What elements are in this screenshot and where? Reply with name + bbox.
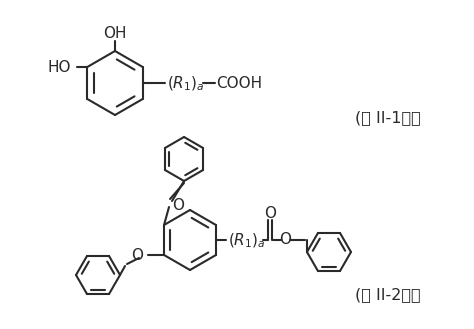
Text: (式 II-1），: (式 II-1）， [355,111,421,125]
Text: O: O [264,206,276,220]
Text: (式 II-2），: (式 II-2）， [355,288,420,302]
Text: $(R_1)_a$: $(R_1)_a$ [167,75,204,93]
Text: OH: OH [103,26,127,40]
Text: O: O [131,247,143,263]
Text: COOH: COOH [216,77,262,91]
Text: $(R_1)_a$: $(R_1)_a$ [228,232,266,250]
Text: O: O [279,233,291,247]
Text: O: O [172,198,184,214]
Text: HO: HO [47,60,71,74]
